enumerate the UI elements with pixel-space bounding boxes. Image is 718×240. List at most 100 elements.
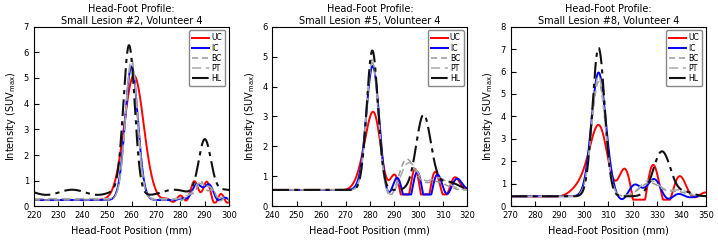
IC — [177, 197, 185, 200]
UC — [356, 160, 365, 163]
UC — [654, 178, 663, 180]
UC — [318, 188, 327, 191]
PT — [177, 196, 186, 199]
PT — [368, 58, 377, 61]
IC — [215, 199, 223, 202]
Title: Head-Foot Profile:
Small Lesion #8, Volunteer 4: Head-Foot Profile: Small Lesion #8, Volu… — [538, 4, 679, 26]
Line: HL: HL — [272, 51, 467, 190]
IC — [64, 198, 73, 201]
PT — [595, 75, 603, 78]
PT — [160, 197, 169, 200]
HL — [541, 195, 549, 198]
UC — [506, 195, 515, 198]
HL — [595, 48, 604, 51]
IC — [356, 166, 365, 169]
PT — [127, 57, 136, 60]
Y-axis label: Intensity (SUV$_\mathregular{max}$): Intensity (SUV$_\mathregular{max}$) — [481, 72, 495, 161]
HL — [302, 188, 311, 191]
PT — [302, 188, 311, 191]
HL — [463, 187, 472, 190]
Legend: UC, IC, BC, PT, HL: UC, IC, BC, PT, HL — [666, 30, 702, 86]
Y-axis label: Intensity (SUV$_\mathregular{max}$): Intensity (SUV$_\mathregular{max}$) — [4, 72, 18, 161]
BC — [302, 188, 311, 191]
X-axis label: Head-Foot Position (mm): Head-Foot Position (mm) — [71, 226, 192, 236]
IC — [398, 193, 407, 196]
BC — [637, 186, 645, 188]
IC — [595, 71, 603, 74]
BC — [268, 188, 276, 191]
UC — [638, 198, 646, 201]
IC — [118, 153, 126, 156]
BC — [383, 191, 392, 194]
IC — [701, 195, 710, 198]
UC — [416, 187, 424, 190]
UC — [160, 197, 169, 200]
Line: BC: BC — [272, 63, 467, 195]
IC — [368, 64, 377, 67]
BC — [556, 195, 565, 198]
BC — [29, 198, 38, 201]
PT — [145, 196, 154, 199]
BC — [399, 162, 408, 164]
IC — [127, 65, 136, 68]
HL — [225, 189, 233, 192]
HL — [80, 191, 88, 193]
PT — [29, 197, 38, 200]
X-axis label: Head-Foot Position (mm): Head-Foot Position (mm) — [309, 226, 430, 236]
HL — [398, 187, 407, 190]
UC — [629, 198, 638, 201]
PT — [80, 197, 88, 200]
Y-axis label: Intensity (SUV$_\mathregular{max}$): Intensity (SUV$_\mathregular{max}$) — [243, 72, 256, 161]
UC — [594, 123, 602, 126]
X-axis label: Head-Foot Position (mm): Head-Foot Position (mm) — [548, 226, 668, 236]
BC — [506, 195, 515, 198]
Line: UC: UC — [272, 112, 467, 194]
PT — [318, 188, 327, 191]
IC — [506, 195, 515, 198]
Line: PT: PT — [510, 76, 706, 196]
PT — [541, 195, 549, 198]
IC — [595, 72, 604, 75]
Line: IC: IC — [272, 66, 467, 194]
PT — [386, 193, 395, 196]
HL — [318, 188, 327, 191]
Line: HL: HL — [34, 45, 229, 195]
HL — [637, 192, 645, 195]
UC — [64, 198, 73, 201]
IC — [302, 188, 311, 191]
HL — [125, 44, 134, 47]
UC — [595, 124, 604, 127]
UC — [556, 194, 565, 197]
IC — [556, 195, 565, 198]
IC — [160, 198, 169, 201]
Line: IC: IC — [34, 66, 229, 200]
BC — [127, 61, 136, 64]
PT — [268, 188, 276, 191]
HL — [595, 47, 603, 49]
IC — [318, 188, 327, 191]
BC — [177, 199, 185, 202]
IC — [622, 194, 630, 197]
IC — [399, 193, 408, 196]
PT — [463, 188, 472, 191]
Line: HL: HL — [510, 48, 706, 196]
Title: Head-Foot Profile:
Small Lesion #5, Volunteer 4: Head-Foot Profile: Small Lesion #5, Volu… — [299, 4, 441, 26]
PT — [595, 75, 604, 78]
UC — [225, 201, 233, 204]
UC — [302, 188, 311, 191]
HL — [415, 124, 424, 127]
IC — [617, 198, 626, 201]
IC — [383, 189, 392, 192]
IC — [80, 198, 88, 201]
UC — [210, 201, 218, 204]
IC — [463, 187, 472, 190]
BC — [416, 177, 424, 180]
IC — [416, 176, 424, 179]
PT — [118, 157, 126, 160]
PT — [622, 194, 630, 197]
UC — [541, 195, 549, 198]
BC — [145, 197, 154, 199]
UC — [29, 198, 38, 201]
BC — [80, 198, 88, 201]
UC — [130, 74, 139, 77]
